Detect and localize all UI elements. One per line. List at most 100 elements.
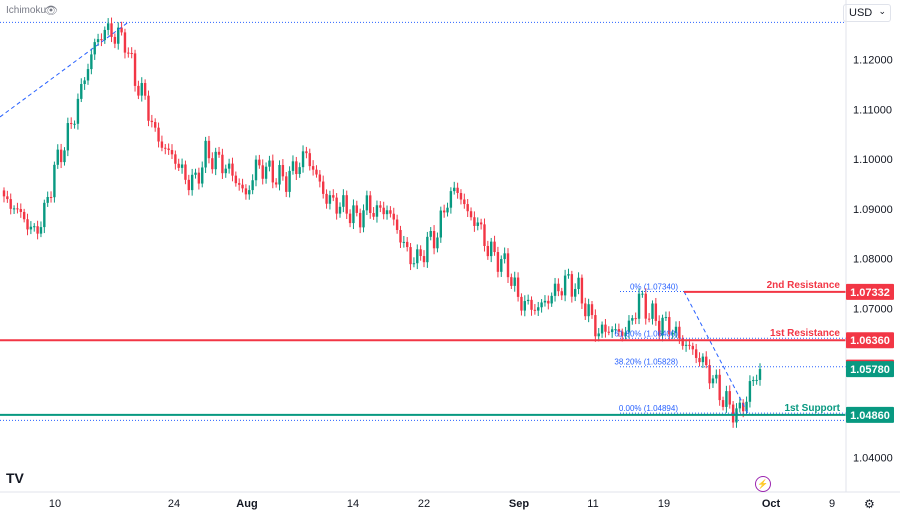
candle-body: [379, 205, 382, 208]
candle-body: [160, 141, 164, 148]
candle-body: [358, 212, 362, 228]
fib-level-label: 61.80% (1.06400): [614, 329, 678, 338]
candle-body: [70, 123, 73, 125]
candle-body: [29, 226, 33, 230]
candle-body: [742, 402, 745, 412]
candle-body: [705, 356, 708, 366]
candle-body: [298, 167, 301, 175]
time-tick-label: 22: [418, 498, 430, 510]
candle-body: [594, 315, 597, 337]
candle-body: [258, 159, 261, 166]
candle-body: [738, 402, 742, 409]
candle-body: [288, 170, 291, 192]
candle-body: [214, 151, 217, 170]
candle-body: [668, 317, 671, 335]
plot-area: 0% (1.07340) 61.80% (1.06400) 38.20% (1.05…: [0, 17, 846, 428]
candle-body: [66, 123, 70, 151]
candle-body: [36, 226, 39, 234]
candle-body: [375, 205, 379, 217]
fib-level-label: 38.20% (1.05828): [614, 358, 678, 367]
candle-body: [227, 163, 231, 169]
candle-body: [204, 140, 207, 168]
candle-body: [39, 227, 43, 234]
candle-body: [56, 149, 59, 165]
time-tick-label: 14: [347, 498, 359, 510]
candle-body: [167, 148, 170, 151]
candle-body: [644, 293, 647, 319]
candle-body: [641, 293, 644, 295]
candle-body: [637, 293, 641, 319]
candle-body: [721, 400, 725, 407]
candle-body: [607, 331, 610, 333]
candle-body: [678, 326, 681, 339]
candle-body: [530, 299, 533, 310]
tradingview-logo-icon[interactable]: TV: [6, 470, 24, 486]
candle-body: [584, 303, 587, 317]
candle-body: [170, 150, 174, 155]
candle-body: [610, 329, 614, 333]
candle-body: [345, 195, 348, 214]
trendline: [0, 22, 129, 118]
price-box-value: 1.04860: [850, 410, 890, 422]
price-tick-label: 1.09000: [853, 204, 893, 216]
candle-body: [234, 175, 238, 184]
candle-body: [580, 277, 584, 304]
candle-body: [123, 32, 127, 53]
time-tick-label: 10: [49, 498, 61, 510]
lightning-icon[interactable]: ⚡: [755, 476, 771, 492]
candle-body: [6, 196, 9, 200]
candle-body: [140, 83, 143, 96]
candle-body: [147, 95, 150, 121]
candle-body: [674, 326, 678, 333]
level-label: 1st Resistance: [770, 328, 840, 339]
candle-body: [305, 151, 308, 154]
candle-body: [748, 381, 752, 402]
fib-level-label: 0% (1.07340): [630, 283, 678, 292]
candle-body: [483, 224, 486, 246]
candle-body: [621, 331, 624, 336]
candle-body: [241, 184, 244, 189]
price-tick-label: 1.12000: [853, 55, 893, 67]
time-tick-label: 9: [829, 498, 835, 510]
gear-icon[interactable]: ⚙: [864, 497, 875, 511]
candle-body: [113, 36, 117, 44]
eye-icon[interactable]: 👁: [44, 5, 58, 17]
candle-body: [100, 39, 103, 41]
time-tick-label: Aug: [236, 498, 257, 510]
candle-body: [103, 29, 106, 41]
indicator-label[interactable]: Ichimoku: [6, 5, 47, 16]
candle-body: [2, 190, 6, 197]
candle-body: [278, 165, 281, 185]
candle-body: [369, 195, 372, 214]
candle-body: [493, 241, 496, 253]
candle-body: [516, 277, 520, 297]
candle-body: [385, 210, 389, 215]
candle-body: [63, 150, 66, 163]
candle-body: [110, 23, 113, 37]
candle-body: [238, 183, 241, 185]
candle-body: [190, 174, 194, 191]
candle-body: [412, 263, 416, 265]
candle-body: [46, 196, 49, 203]
price-axis: 1.12000 1.11000 1.10000 1.09000 1.08000 1.070…: [846, 55, 894, 465]
candle-body: [26, 219, 29, 230]
candle-body: [49, 196, 53, 198]
candle-body: [251, 180, 254, 191]
candle-body: [197, 172, 201, 184]
candle-body: [83, 80, 86, 85]
price-tick-label: 1.08000: [853, 254, 893, 266]
candle-body: [352, 205, 355, 224]
candle-body: [177, 163, 180, 168]
candle-body: [708, 365, 711, 384]
candle-body: [328, 195, 332, 204]
candle-body: [553, 283, 557, 296]
candle-body: [419, 249, 422, 257]
candle-body: [332, 195, 335, 198]
currency-selector[interactable]: USD ⌄: [843, 4, 891, 22]
candle-body: [550, 295, 553, 304]
candle-body: [43, 202, 46, 228]
candle-body: [406, 241, 409, 248]
price-tick-label: 1.07000: [853, 303, 893, 315]
candle-body: [90, 54, 93, 70]
